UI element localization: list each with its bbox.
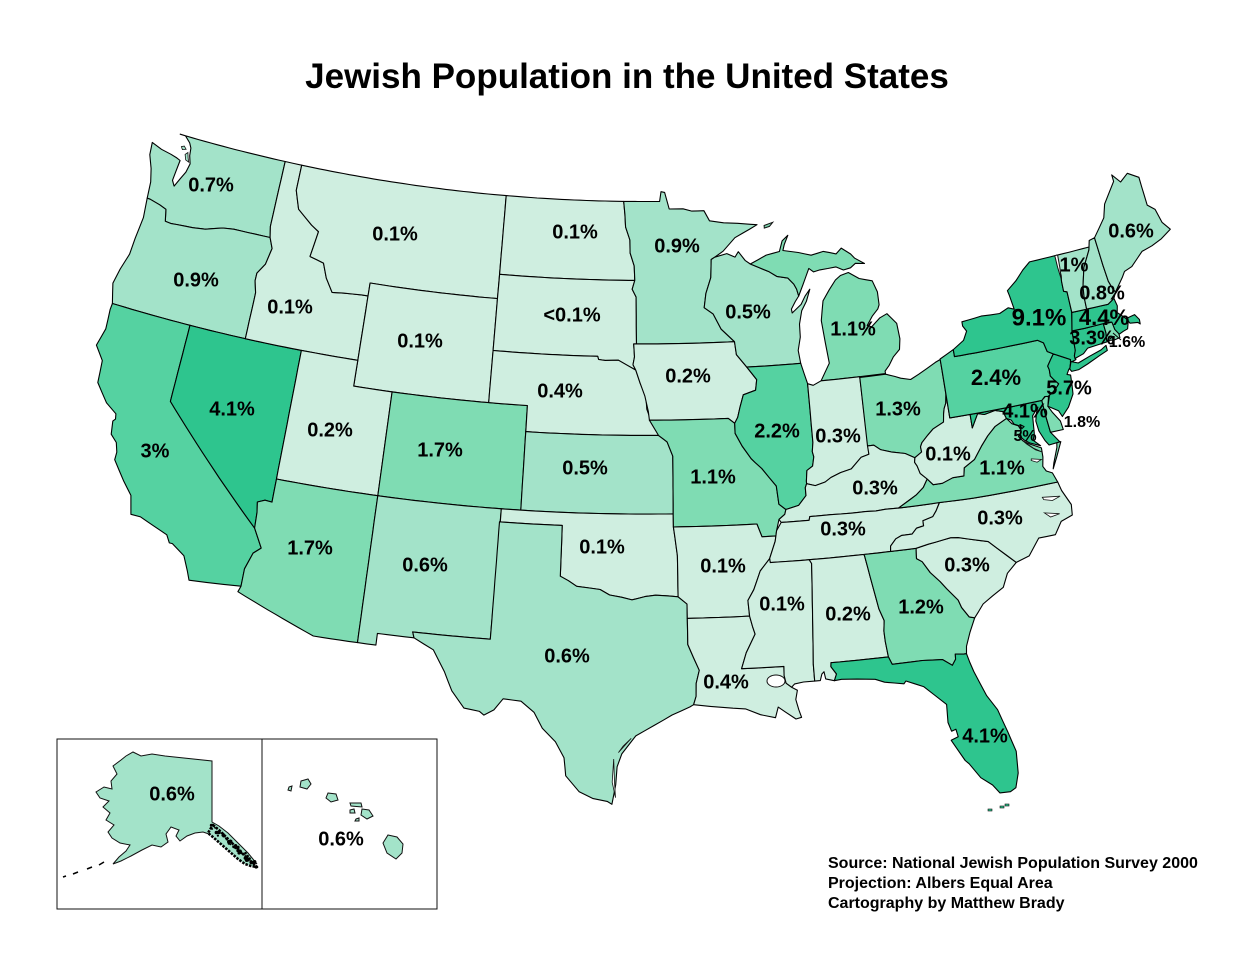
svg-text:<0.1%: <0.1% — [543, 304, 600, 326]
svg-text:0.2%: 0.2% — [665, 365, 711, 387]
svg-text:4.1%: 4.1% — [209, 398, 255, 420]
svg-text:0.2%: 0.2% — [307, 419, 353, 441]
svg-text:0.6%: 0.6% — [544, 645, 590, 667]
svg-text:0.9%: 0.9% — [173, 269, 219, 291]
svg-text:4.4%: 4.4% — [1079, 305, 1129, 330]
svg-text:0.5%: 0.5% — [725, 301, 771, 323]
svg-text:Cartography by Matthew Brady: Cartography by Matthew Brady — [828, 895, 1065, 912]
svg-text:1.8%: 1.8% — [1064, 414, 1100, 431]
svg-text:2.2%: 2.2% — [754, 420, 800, 442]
svg-text:2.4%: 2.4% — [971, 365, 1021, 390]
svg-text:0.1%: 0.1% — [372, 223, 418, 245]
svg-text:0.3%: 0.3% — [944, 554, 990, 576]
svg-text:0.1%: 0.1% — [579, 536, 625, 558]
svg-text:1.6%: 1.6% — [1109, 334, 1145, 351]
svg-text:0.3%: 0.3% — [977, 507, 1023, 529]
svg-text:Jewish Population in the Unite: Jewish Population in the United States — [305, 57, 949, 96]
svg-text:0.1%: 0.1% — [267, 296, 313, 318]
svg-text:9.1%: 9.1% — [1012, 304, 1067, 331]
svg-text:0.4%: 0.4% — [537, 380, 583, 402]
svg-text:1%: 1% — [1060, 254, 1089, 276]
svg-text:0.1%: 0.1% — [397, 330, 443, 352]
svg-text:4.1%: 4.1% — [1002, 400, 1048, 422]
svg-text:1.7%: 1.7% — [287, 537, 333, 559]
svg-text:Projection: Albers Equal Area: Projection: Albers Equal Area — [828, 875, 1053, 892]
svg-text:1.7%: 1.7% — [417, 439, 463, 461]
svg-text:3.3%: 3.3% — [1069, 327, 1115, 349]
svg-text:0.8%: 0.8% — [1079, 282, 1125, 304]
svg-text:0.1%: 0.1% — [700, 555, 746, 577]
svg-text:0.4%: 0.4% — [703, 671, 749, 693]
svg-text:0.9%: 0.9% — [654, 235, 700, 257]
svg-text:0.3%: 0.3% — [820, 518, 866, 540]
svg-text:0.3%: 0.3% — [815, 425, 861, 447]
svg-text:0.1%: 0.1% — [925, 443, 971, 465]
svg-text:0.1%: 0.1% — [552, 221, 598, 243]
svg-text:0.6%: 0.6% — [318, 828, 364, 850]
svg-text:1.2%: 1.2% — [898, 596, 944, 618]
svg-text:0.1%: 0.1% — [759, 593, 805, 615]
svg-text:1.1%: 1.1% — [690, 466, 736, 488]
svg-text:Source: National Jewish Popula: Source: National Jewish Population Surve… — [828, 855, 1198, 872]
svg-text:0.3%: 0.3% — [852, 477, 898, 499]
svg-text:0.7%: 0.7% — [188, 174, 234, 196]
svg-text:1.1%: 1.1% — [979, 457, 1025, 479]
svg-text:0.6%: 0.6% — [149, 783, 195, 805]
svg-text:0.6%: 0.6% — [402, 554, 448, 576]
svg-text:0.2%: 0.2% — [825, 603, 871, 625]
svg-text:1.3%: 1.3% — [875, 398, 921, 420]
svg-text:0.6%: 0.6% — [1108, 220, 1154, 242]
svg-text:5.7%: 5.7% — [1046, 377, 1092, 399]
svg-text:1.1%: 1.1% — [830, 318, 876, 340]
svg-text:3%: 3% — [141, 440, 170, 462]
svg-text:5%: 5% — [1013, 428, 1036, 445]
svg-text:0.5%: 0.5% — [562, 457, 608, 479]
svg-text:4.1%: 4.1% — [962, 725, 1008, 747]
